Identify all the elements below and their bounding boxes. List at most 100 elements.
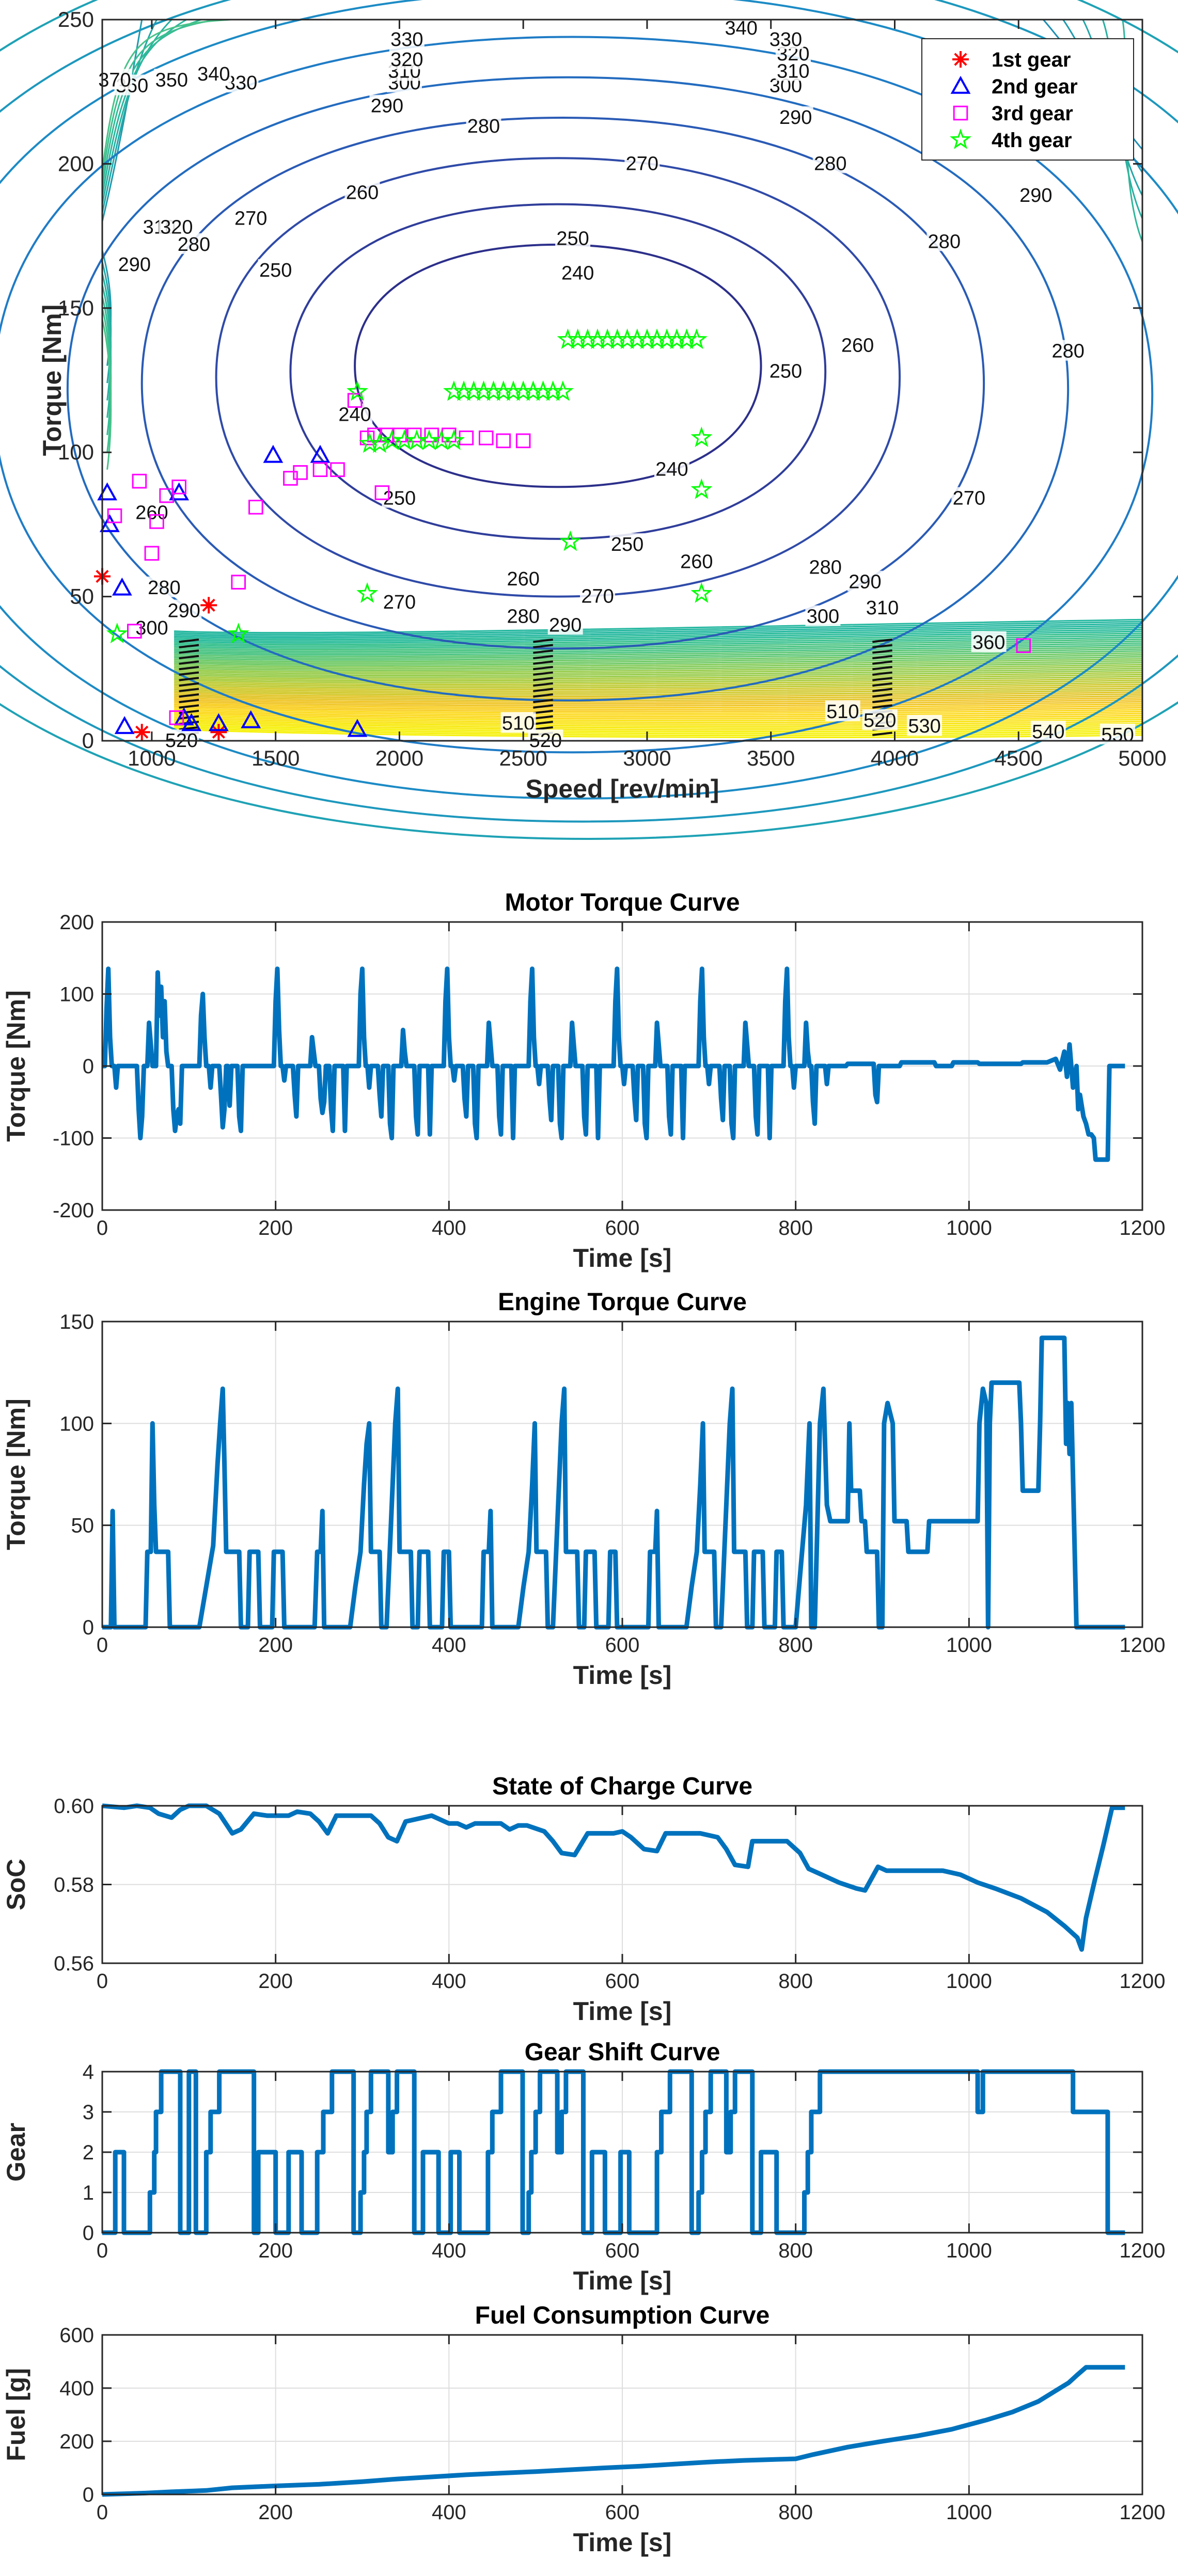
y-tick-label: 0 [83,2484,94,2506]
contour-line [174,677,1143,685]
contour-label-bg [775,60,811,81]
x-tick-label: 400 [432,2239,466,2262]
contour-label: 290 [371,96,403,117]
contour-label-bg [907,715,943,736]
contour-line [872,677,892,681]
data-point-triangle [347,719,368,737]
contour-line [872,655,892,660]
y-tick-label: 100 [58,440,94,464]
x-tick-label: 600 [605,1634,640,1657]
contour-line [174,718,1143,727]
x-tick-label: 4500 [995,746,1043,770]
legend-label: 2nd gear [992,75,1078,98]
contour-label-bg [654,458,689,479]
contour-line [0,0,1178,840]
contour-line [872,649,892,654]
contour-line [179,665,199,671]
contour-label-bg [506,605,541,626]
y-tick-label: 400 [59,2377,94,2400]
contour-line [174,672,1143,680]
chart-title: State of Charge Curve [492,1773,752,1800]
contour-label: 250 [769,361,802,383]
contour-line [533,682,553,687]
contour-label: 250 [259,260,292,281]
data-point-square [171,479,186,495]
y-tick-label: -100 [53,1127,94,1150]
data-point-triangle [241,710,261,728]
x-tick-label: 1000 [128,746,176,770]
y-tick-label: 3 [83,2101,94,2124]
contour-label: 550 [1101,724,1134,746]
contour-label: 270 [234,208,267,230]
contour-label: 280 [1051,341,1084,362]
contour-line [533,671,553,676]
legend-label: 4th gear [992,129,1072,152]
series-line [102,1335,1125,1630]
contour-label: 330 [769,29,802,51]
contour-label: 260 [346,182,379,203]
contour-label-bg [825,701,860,722]
data-point-square [1016,638,1031,653]
contour-label: 280 [467,116,500,137]
contour-label-bg [506,568,541,589]
contour-line [0,36,1154,754]
contour-line [174,720,1143,729]
data-point-triangle [208,713,229,732]
contour-line [872,665,892,671]
contour-line [872,682,892,687]
contour-line [101,319,112,470]
x-tick-label: 800 [778,1970,813,1993]
contour-line [179,655,199,660]
x-tick-label: 1500 [252,746,300,770]
legend-marker [952,51,969,68]
contour-label-bg [1018,184,1054,205]
data-point-asterisk [210,724,227,741]
series-line [102,1803,1125,1952]
x-tick-label: 0 [97,1634,108,1657]
contour-label: 250 [611,534,643,555]
contour-label-bg [344,181,380,202]
data-point-square [169,710,184,725]
contour-line [174,696,1143,703]
data-point-square [149,514,164,529]
contour-line [533,698,553,704]
contour-line [872,660,892,665]
series-line [102,966,1125,1162]
contour-line [174,644,1143,656]
contour-label: 370 [98,69,131,91]
data-point-pentagram [690,426,713,448]
chart-title: Gear Shift Curve [525,2039,720,2066]
contour-line [101,308,112,453]
data-point-square [283,471,298,486]
y-axis-label: Torque [Nm] [38,305,67,456]
data-point-triangle [181,713,202,732]
contour-label-bg [865,596,900,617]
contour-label: 250 [556,228,589,250]
contour-label-bg [847,570,883,592]
x-tick-label: 200 [258,2239,293,2262]
contour-line [174,691,1143,698]
contour-label: 290 [118,254,151,276]
contour-line [66,76,1070,702]
contour-line [872,644,892,648]
contour-line [533,709,553,714]
x-tick-label: 600 [605,2239,640,2262]
y-tick-label: 200 [59,2430,94,2453]
x-tick-label: 400 [432,1970,466,1993]
contour-line [174,646,1143,658]
contour-label-bg [768,360,804,381]
x-tick-label: 1200 [1120,2501,1166,2524]
data-point-asterisk [133,724,150,741]
contour-line [872,693,892,698]
contour-label: 320 [390,49,423,71]
data-point-triangle [112,577,132,596]
contour-line [174,705,1143,712]
contour-line [533,644,553,648]
contour-line [179,649,199,654]
data-point-square [374,485,390,500]
data-point-square [359,430,375,446]
contour-label: 350 [155,69,188,91]
contour-label: 520 [863,710,896,732]
contour-line [179,682,199,687]
